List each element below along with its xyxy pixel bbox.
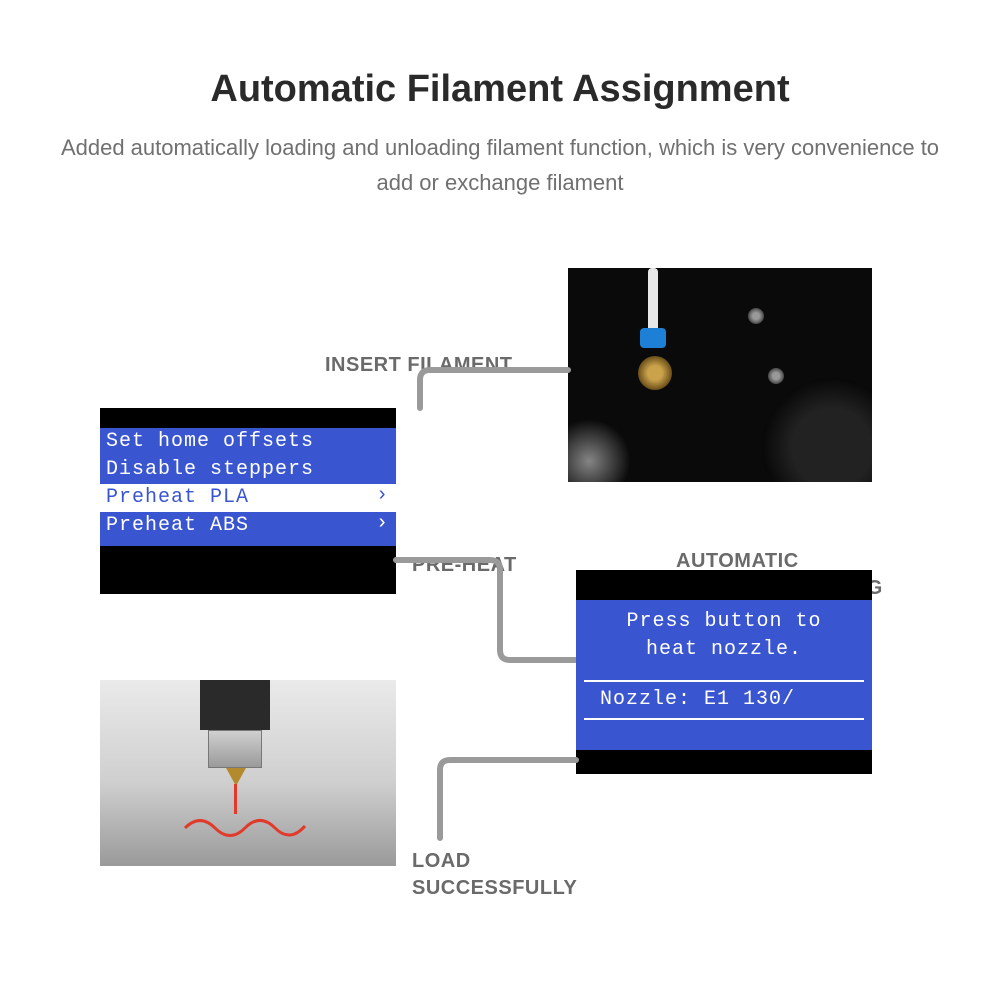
lcd-menu-item: Disable steppers	[100, 456, 396, 484]
label-line: AUTOMATIC	[676, 550, 799, 572]
chevron-right-icon: ›	[376, 484, 388, 507]
label-insert-filament: INSERT FILAMENT	[325, 354, 513, 377]
lcd-menu-item: Set home offsets	[100, 428, 396, 456]
filament-squiggle-icon	[180, 808, 310, 840]
label-preheat: PRE-HEAT	[412, 554, 517, 577]
lcd-heat-line: heat nozzle.	[576, 636, 872, 664]
page-title: Automatic Filament Assignment	[0, 68, 1000, 111]
lcd-heat-line: Press button to	[576, 608, 872, 636]
label-line: SUCCESSFULLY	[412, 877, 577, 899]
reflection-icon	[568, 412, 638, 482]
heatblock-icon	[208, 730, 262, 768]
chevron-right-icon: ›	[376, 512, 388, 535]
label-load-successfully: LOAD SUCCESSFULLY	[412, 848, 577, 902]
screw-icon	[768, 368, 784, 384]
lcd-heat-screen: Press button to heat nozzle. Nozzle: E1 …	[576, 600, 872, 750]
extruder-photo	[568, 268, 872, 482]
lcd-menu-item: Preheat ABS	[100, 512, 396, 540]
print-photo	[100, 680, 396, 866]
divider	[584, 680, 864, 682]
page-subtitle: Added automatically loading and unloadin…	[0, 130, 1000, 200]
screw-icon	[748, 308, 764, 324]
extruder-gear-icon	[638, 356, 672, 390]
hotend-icon	[200, 680, 270, 730]
lcd-menu-screen: Set home offsets Disable steppers Prehea…	[100, 428, 396, 546]
tube-fitting-icon	[640, 328, 666, 348]
divider	[584, 718, 864, 720]
idler-wheel-icon	[762, 378, 872, 482]
lcd-menu-item-selected: Preheat PLA	[100, 484, 396, 512]
label-line: LOAD	[412, 850, 471, 872]
lcd-heat-status: Nozzle: E1 130/	[576, 686, 872, 714]
